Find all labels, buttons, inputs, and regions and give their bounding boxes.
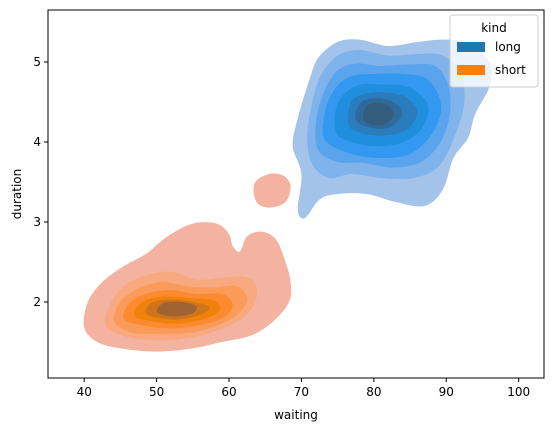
axes-frame (47, 9, 545, 379)
y-tick-label-3: 3 (33, 215, 41, 229)
x-tick-label-70: 70 (294, 385, 309, 399)
legend: kind long short (449, 14, 539, 88)
x-tick-label-60: 60 (221, 385, 236, 399)
legend-title: kind (481, 21, 507, 35)
contour-layer (83, 39, 492, 352)
y-axis-label: duration (10, 169, 24, 220)
y-tick-label-4: 4 (33, 135, 41, 149)
legend-swatch-long (457, 42, 485, 52)
legend-label-long: long (495, 40, 521, 54)
legend-label-short: short (495, 63, 526, 77)
contour-long-level-7 (362, 102, 395, 126)
x-tick-label-50: 50 (149, 385, 164, 399)
x-axis-label: waiting (274, 408, 318, 422)
y-tick-label-2: 2 (33, 295, 41, 309)
x-tick-label-40: 40 (77, 385, 92, 399)
x-tick-label-100: 100 (507, 385, 530, 399)
axis-ticks: 40 50 60 70 80 90 100 2 3 4 5 (33, 55, 530, 399)
contour-short-level-7 (156, 301, 198, 317)
x-tick-label-80: 80 (366, 385, 381, 399)
contour-short-level-1 (253, 173, 291, 208)
legend-swatch-short (457, 65, 485, 75)
y-tick-label-5: 5 (33, 55, 41, 69)
x-tick-label-90: 90 (439, 385, 454, 399)
